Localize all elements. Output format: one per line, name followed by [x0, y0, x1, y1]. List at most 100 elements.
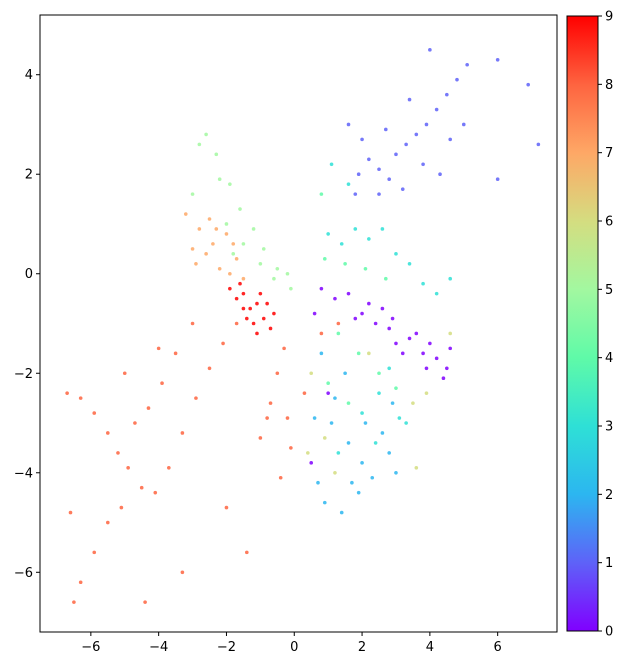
y-tick-label: −4 — [14, 466, 33, 481]
scatter-point-class-3 — [336, 451, 341, 455]
scatter-point-class-6 — [333, 470, 337, 475]
scatter-point-class-9 — [268, 326, 273, 331]
scatter-point-class-1 — [404, 142, 408, 147]
scatter-point-class-7 — [194, 261, 198, 266]
scatter-point-class-4 — [394, 386, 398, 390]
scatter-point-class-6 — [309, 371, 314, 376]
colorbar-tick-label: 5 — [605, 283, 613, 298]
y-tick-label: −2 — [14, 367, 33, 382]
scatter-point-class-5 — [272, 276, 276, 281]
scatter-point-class-1 — [387, 177, 391, 182]
scatter-points — [65, 48, 541, 604]
scatter-point-class-1 — [461, 122, 466, 127]
scatter-point-class-6 — [322, 436, 327, 440]
scatter-point-class-1 — [394, 152, 398, 157]
scatter-point-class-3 — [407, 261, 412, 266]
colorbar-tick-label: 9 — [605, 10, 613, 25]
scatter-point-class-3 — [373, 441, 378, 445]
scatter-point-class-4 — [336, 331, 341, 336]
scatter-point-class-3 — [339, 242, 344, 246]
scatter-point-class-0 — [309, 461, 314, 465]
scatter-point-class-9 — [261, 316, 266, 321]
plot-frame — [39, 14, 558, 633]
scatter-point-class-1 — [367, 157, 371, 162]
scatter-point-class-3 — [448, 276, 453, 281]
colorbar-tick-label: 2 — [605, 488, 613, 503]
scatter-point-class-0 — [441, 376, 446, 381]
scatter-point-class-0 — [319, 286, 324, 291]
scatter-point-class-0 — [353, 316, 358, 321]
scatter-point-class-2 — [346, 441, 351, 445]
colorbar — [566, 15, 599, 632]
scatter-point-class-1 — [455, 77, 459, 82]
scatter-point-class-8 — [278, 475, 283, 480]
scatter-point-class-1 — [536, 142, 541, 147]
scatter-point-class-0 — [326, 391, 330, 395]
scatter-point-class-4 — [322, 257, 327, 261]
scatter-point-class-9 — [234, 296, 239, 301]
colorbar-tick-label: 1 — [605, 556, 613, 571]
scatter-point-class-9 — [241, 291, 246, 296]
scatter-point-class-2 — [360, 461, 364, 465]
scatter-point-class-3 — [367, 237, 371, 241]
scatter-point-class-8 — [289, 446, 293, 450]
scatter-point-class-8 — [92, 550, 97, 555]
scatter-point-class-1 — [465, 62, 469, 67]
scatter-point-class-8 — [282, 346, 286, 351]
scatter-point-class-0 — [407, 336, 412, 341]
scatter-point-class-8 — [180, 570, 185, 575]
scatter-point-class-8 — [160, 381, 164, 386]
scatter-point-class-8 — [302, 391, 307, 395]
y-tick-label: 4 — [25, 68, 33, 83]
scatter-point-class-1 — [377, 192, 381, 196]
scatter-point-class-3 — [434, 291, 439, 296]
scatter-point-class-0 — [367, 301, 371, 306]
scatter-point-class-0 — [445, 366, 449, 371]
scatter-point-class-1 — [400, 187, 405, 191]
x-tick-label: 0 — [290, 640, 298, 655]
colorbar-tick-label: 7 — [605, 146, 613, 161]
scatter-point-class-1 — [377, 167, 381, 172]
scatter-point-class-5 — [261, 247, 266, 251]
scatter-point-class-0 — [400, 351, 405, 356]
scatter-point-class-7 — [234, 257, 239, 261]
scatter-point-class-4 — [319, 192, 324, 196]
colorbar-tick-label: 8 — [605, 78, 613, 93]
scatter-point-class-6 — [448, 331, 453, 336]
scatter-point-class-3 — [421, 281, 425, 286]
scatter-point-class-0 — [333, 296, 337, 301]
colorbar-tick-label: 3 — [605, 420, 613, 435]
colorbar-tick-label: 0 — [605, 625, 613, 640]
x-tick-label: 2 — [358, 640, 366, 655]
scatter-point-class-0 — [414, 331, 419, 336]
scatter-point-class-1 — [445, 92, 449, 97]
scatter-point-class-3 — [380, 227, 385, 231]
scatter-point-class-8 — [126, 465, 130, 470]
colorbar-ticks: 0 1 2 3 4 5 6 7 8 9 — [598, 10, 613, 640]
scatter-point-class-2 — [312, 416, 317, 420]
scatter-point-class-2 — [319, 351, 324, 356]
scatter-point-class-1 — [448, 137, 453, 142]
scatter-point-class-3 — [387, 366, 391, 371]
scatter-point-class-0 — [448, 346, 453, 351]
scatter-point-class-8 — [190, 321, 195, 326]
scatter-point-class-9 — [251, 321, 256, 326]
scatter-point-class-8 — [180, 431, 185, 435]
scatter-point-class-2 — [363, 421, 368, 425]
scatter-point-class-1 — [356, 172, 361, 177]
scatter-point-class-1 — [421, 162, 425, 167]
scatter-point-class-2 — [333, 396, 337, 400]
scatter-point-class-1 — [360, 137, 364, 142]
scatter-point-class-0 — [424, 366, 429, 371]
scatter-point-class-9 — [272, 311, 276, 316]
scatter-point-class-2 — [350, 480, 354, 485]
scatter-point-class-7 — [241, 276, 246, 281]
scatter-point-class-3 — [353, 227, 358, 231]
scatter-point-class-5 — [197, 142, 202, 147]
scatter-point-class-8 — [68, 510, 73, 515]
scatter-point-class-1 — [346, 122, 351, 127]
scatter-point-class-3 — [360, 411, 364, 415]
scatter-point-class-7 — [190, 247, 195, 251]
scatter-point-class-8 — [143, 600, 147, 604]
